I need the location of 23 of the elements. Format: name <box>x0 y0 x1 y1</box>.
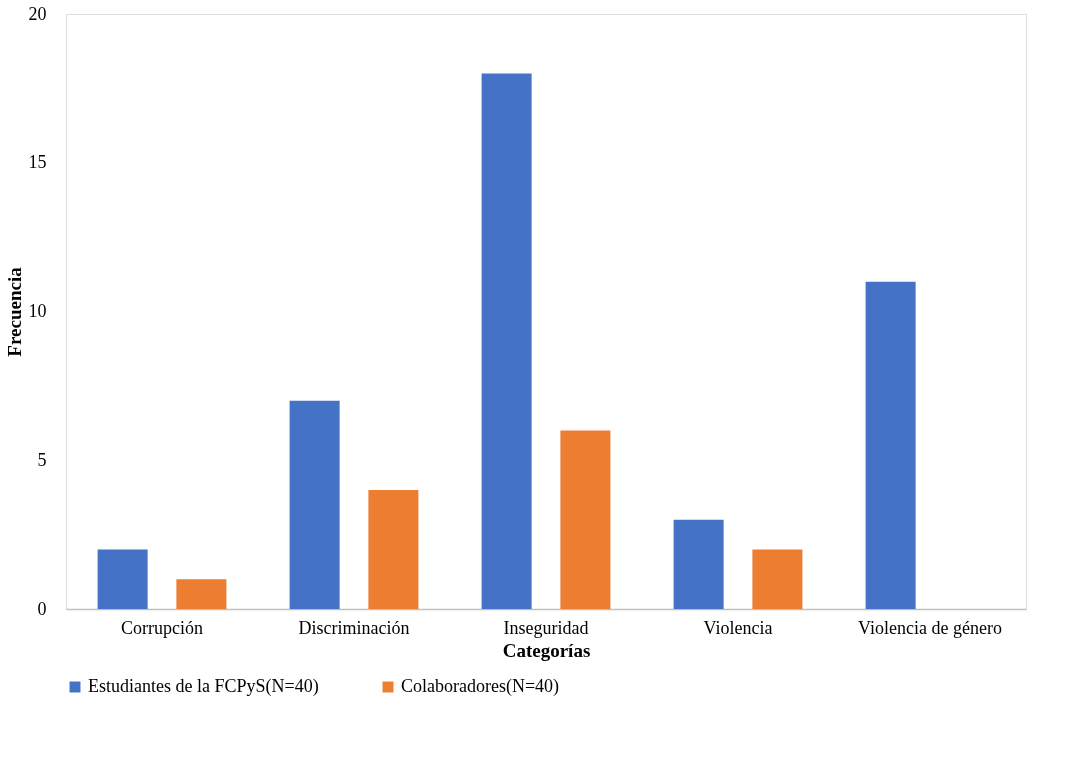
bar <box>368 490 419 609</box>
y-axis-title: Frecuencia <box>3 266 25 357</box>
y-tick-label: 15 <box>28 152 47 173</box>
x-tick-label: Inseguridad <box>503 617 589 638</box>
y-tick-label: 5 <box>37 449 47 470</box>
y-tick-label: 20 <box>28 3 47 24</box>
bar <box>673 519 724 609</box>
y-tick-label: 10 <box>28 301 47 321</box>
y-tick-label: 0 <box>37 598 47 619</box>
bar <box>289 400 340 609</box>
bar <box>865 281 916 609</box>
bar <box>560 430 611 609</box>
x-tick-label: Violencia <box>703 617 773 638</box>
legend-label: Colaboradores(N=40) <box>401 676 560 697</box>
legend-label: Estudiantes de la FCPyS(N=40) <box>88 676 319 697</box>
x-tick-label: Violencia de género <box>858 617 1002 638</box>
bar <box>97 549 148 609</box>
x-axis-title: Categorías <box>502 639 591 661</box>
x-tick-label: Corrupción <box>121 617 203 638</box>
x-tick-label: Discriminación <box>298 617 410 638</box>
bar <box>752 549 803 609</box>
bar <box>176 579 227 609</box>
bar <box>481 73 532 609</box>
